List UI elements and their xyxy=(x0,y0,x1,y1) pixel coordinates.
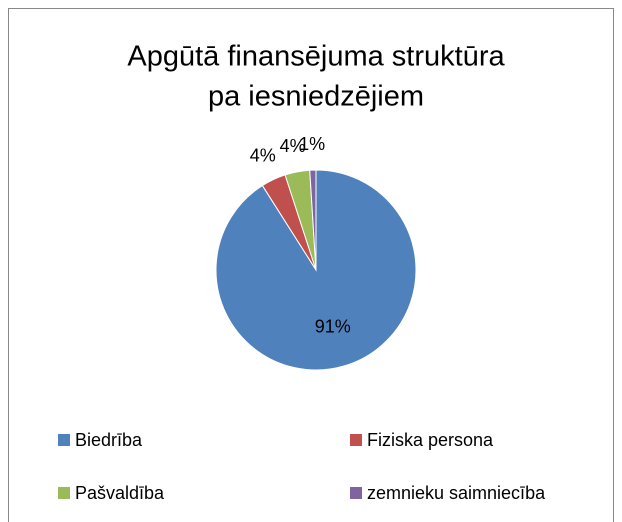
legend-label: zemnieku saimniecība xyxy=(367,483,546,503)
data-label: 4% xyxy=(250,146,276,166)
chart-title: Apgūtā finansējuma struktūra xyxy=(127,41,505,73)
legend-label: Biedrība xyxy=(75,430,143,450)
legend-swatch xyxy=(58,434,70,446)
data-label: 1% xyxy=(299,134,325,154)
pie-slice xyxy=(309,169,317,271)
legend-swatch xyxy=(350,487,362,499)
legend-swatch xyxy=(58,487,70,499)
data-label: 91% xyxy=(315,316,351,336)
legend-swatch xyxy=(350,434,362,446)
legend-label: Fiziska persona xyxy=(367,430,494,450)
data-label: 4% xyxy=(280,136,306,156)
legend-label: Pašvaldība xyxy=(75,483,165,503)
chart-title: pa iesniedzējiem xyxy=(208,81,424,113)
